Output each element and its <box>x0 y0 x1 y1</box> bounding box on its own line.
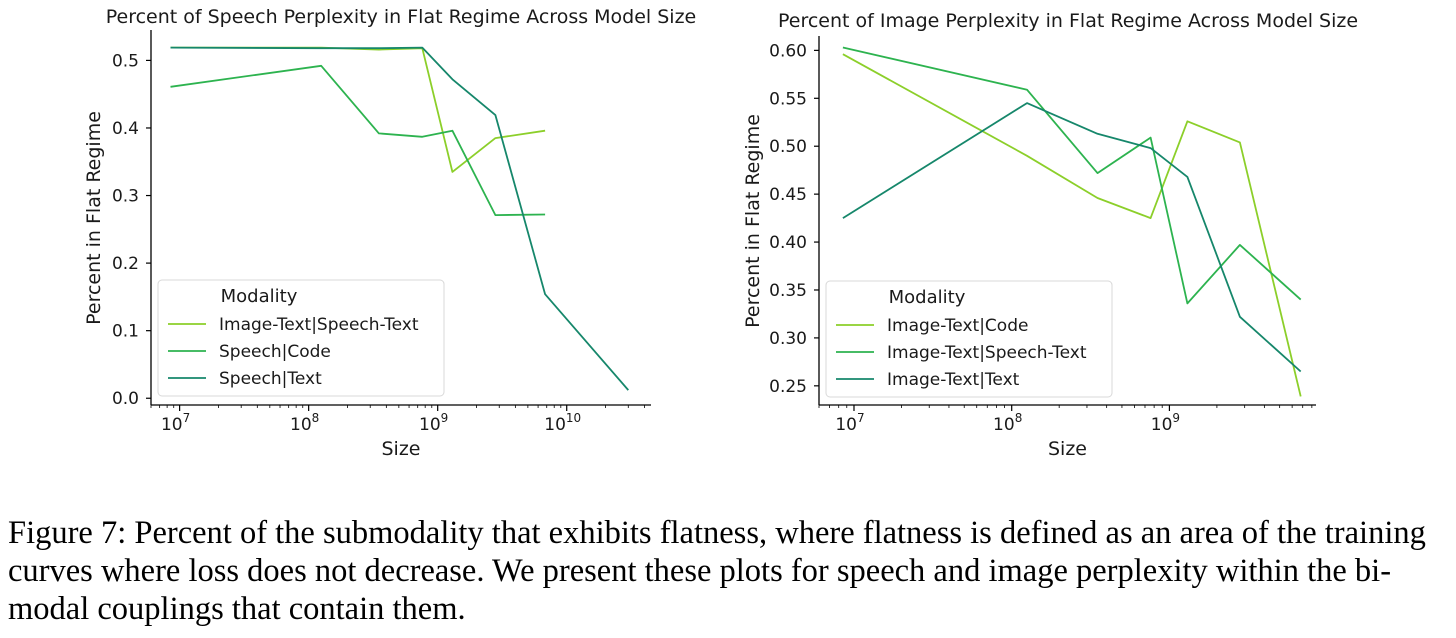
y-tick-label: 0.2 <box>112 254 139 274</box>
y-tick-label: 0.35 <box>769 281 807 301</box>
series-line-1 <box>842 53 1302 397</box>
x-tick-base: 10 <box>544 415 566 435</box>
x-tick-base: 10 <box>835 415 857 435</box>
x-tick-label: 108 <box>290 411 319 435</box>
x-tick-base: 10 <box>993 415 1015 435</box>
x-tick-base: 10 <box>161 415 183 435</box>
y-tick-label: 0.40 <box>769 233 807 253</box>
y-axis-label: Percent in Flat Regime <box>742 114 764 328</box>
y-tick-label: 0.60 <box>769 41 807 61</box>
legend-entry-1: Image-Text|Code <box>887 316 1028 336</box>
x-axis-label: Size <box>381 438 420 460</box>
y-tick-label: 0.5 <box>112 51 139 71</box>
y-tick-label: 0.30 <box>769 329 807 349</box>
x-tick-exponent: 8 <box>1015 411 1023 425</box>
chart-2: Percent of Image Perplexity in Flat Regi… <box>742 10 1358 460</box>
x-tick-exponent: 9 <box>441 411 449 425</box>
figure-canvas: Percent of Speech Perplexity in Flat Reg… <box>83 6 1358 460</box>
series-line-2 <box>170 64 546 217</box>
x-tick-exponent: 9 <box>1172 411 1180 425</box>
legend: Modality Image-Text|Code Image-Text|Speech… <box>825 280 1113 398</box>
legend-title: Modality <box>889 287 966 308</box>
chart-title: Percent of Image Perplexity in Flat Regi… <box>778 10 1358 32</box>
series-line-3 <box>170 46 629 391</box>
x-axis-label: Size <box>1048 438 1087 460</box>
legend-box <box>157 279 445 397</box>
legend-entry-3: Speech|Text <box>219 369 322 389</box>
series-line-3 <box>842 102 1302 373</box>
legend: Modality Image-Text|Speech-Text Speech|Cod… <box>157 279 445 397</box>
legend-entry-1: Image-Text|Speech-Text <box>219 315 419 335</box>
chart-1: Percent of Speech Perplexity in Flat Reg… <box>83 6 696 460</box>
x-tick-exponent: 10 <box>566 411 581 425</box>
x-tick-exponent: 7 <box>183 411 191 425</box>
x-tick-base: 10 <box>290 415 312 435</box>
legend-entry-2: Image-Text|Speech-Text <box>887 343 1087 363</box>
y-tick-label: 0.0 <box>112 389 139 409</box>
x-tick-base: 10 <box>419 415 441 435</box>
y-tick-label: 0.55 <box>769 89 807 109</box>
y-tick-label: 0.25 <box>769 377 807 397</box>
figure-caption: Figure 7: Percent of the submodality tha… <box>8 515 1426 627</box>
x-tick-label: 1010 <box>544 411 581 435</box>
x-tick-label: 108 <box>993 411 1022 435</box>
series-line-2 <box>842 46 1302 305</box>
x-tick-label: 107 <box>835 411 864 435</box>
y-tick-label: 0.3 <box>112 187 139 207</box>
x-tick-exponent: 7 <box>857 411 865 425</box>
x-tick-label: 109 <box>1151 411 1180 435</box>
x-tick-label: 107 <box>161 411 190 435</box>
y-tick-label: 0.45 <box>769 185 807 205</box>
y-tick-label: 0.1 <box>112 322 139 342</box>
y-axis-label: Percent in Flat Regime <box>83 111 105 325</box>
y-tick-label: 0.4 <box>112 119 139 139</box>
chart-title: Percent of Speech Perplexity in Flat Reg… <box>106 6 697 28</box>
x-tick-exponent: 8 <box>312 411 320 425</box>
legend-title: Modality <box>221 286 298 307</box>
y-tick-label: 0.50 <box>769 137 807 157</box>
x-tick-label: 109 <box>419 411 448 435</box>
legend-entry-3: Image-Text|Text <box>887 370 1020 390</box>
legend-box <box>825 280 1113 398</box>
legend-entry-2: Speech|Code <box>219 342 331 362</box>
x-tick-base: 10 <box>1151 415 1173 435</box>
